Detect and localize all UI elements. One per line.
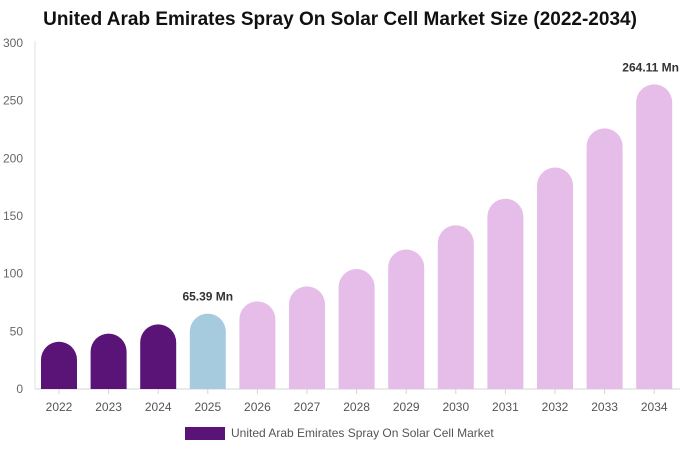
bar-2030 [437, 225, 474, 389]
legend-swatch [185, 426, 225, 440]
legend: United Arab Emirates Spray On Solar Cell… [185, 426, 494, 440]
legend-label: United Arab Emirates Spray On Solar Cell… [231, 426, 494, 440]
chart-title: United Arab Emirates Spray On Solar Cell… [43, 9, 637, 30]
x-tick-label: 2023 [95, 400, 122, 414]
x-tick-label: 2027 [294, 400, 321, 414]
x-tick-label: 2024 [145, 400, 172, 414]
y-tick-label: 150 [3, 209, 23, 223]
x-tick-label: 2030 [442, 400, 469, 414]
x-tick-label: 2034 [641, 400, 668, 414]
bar-2023 [90, 333, 127, 389]
y-tick-label: 0 [16, 382, 23, 396]
x-tick-label: 2029 [393, 400, 420, 414]
x-tick-label: 2025 [194, 400, 221, 414]
bar-2031 [487, 198, 524, 389]
y-tick-label: 300 [3, 36, 23, 50]
x-tick-label: 2022 [46, 400, 73, 414]
y-tick-label: 50 [10, 324, 24, 338]
bar-2029 [388, 249, 425, 389]
bar-2033 [586, 128, 623, 389]
x-tick-label: 2033 [591, 400, 618, 414]
y-tick-label: 100 [3, 267, 23, 281]
x-tick-label: 2028 [343, 400, 370, 414]
y-tick-label: 250 [3, 94, 23, 108]
bar-2026 [239, 301, 276, 389]
bar-2027 [289, 286, 325, 389]
bar-2024 [140, 324, 177, 389]
data-label-2034: 264.11 Mn [622, 60, 679, 74]
y-tick-label: 200 [3, 151, 23, 165]
bar-2034 [636, 84, 673, 390]
bar-2028 [338, 269, 375, 389]
data-label-2025: 65.39 Mn [182, 290, 233, 304]
bar-2025 [189, 313, 226, 389]
x-tick-label: 2031 [492, 400, 519, 414]
x-tick-label: 2032 [542, 400, 569, 414]
bar-2032 [537, 167, 573, 389]
bar-2022 [41, 341, 77, 389]
x-tick-label: 2026 [244, 400, 271, 414]
